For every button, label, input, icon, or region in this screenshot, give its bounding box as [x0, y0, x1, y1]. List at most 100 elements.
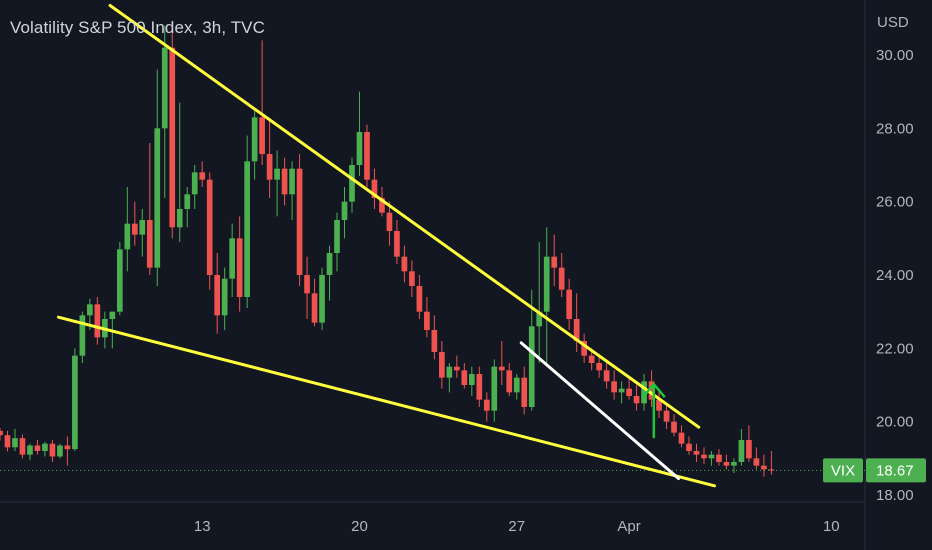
- candle: [199, 161, 206, 187]
- candle: [281, 157, 288, 206]
- candle-body: [296, 168, 303, 275]
- candle: [326, 245, 333, 301]
- candle: [573, 293, 580, 352]
- candle: [304, 256, 310, 319]
- candle: [19, 434, 26, 459]
- time-tick-label: 27: [508, 518, 525, 535]
- candle-body: [693, 451, 700, 455]
- candle-body: [543, 256, 550, 312]
- candle-body: [27, 445, 33, 455]
- price-axis-unit: USD: [877, 14, 909, 31]
- candle-body: [536, 311, 543, 327]
- candle: [386, 201, 393, 246]
- candle-body: [116, 249, 123, 312]
- candle: [349, 157, 355, 213]
- candle-body: [154, 128, 161, 268]
- candle: [453, 355, 460, 378]
- candle: [176, 102, 183, 242]
- candle-body: [236, 238, 243, 297]
- time-tick-label: 13: [194, 518, 211, 535]
- candle: [498, 341, 505, 385]
- candle-body: [716, 454, 722, 462]
- candle: [558, 253, 565, 297]
- candle: [416, 275, 423, 319]
- candle: [461, 363, 468, 389]
- candle: [483, 392, 490, 422]
- candle: [244, 135, 250, 308]
- candle: [364, 124, 370, 187]
- candle-body: [244, 161, 250, 297]
- candle: [116, 242, 123, 316]
- candle-body: [483, 399, 490, 411]
- candle: [603, 359, 610, 389]
- candle-body: [334, 220, 340, 253]
- candle-body: [431, 330, 438, 352]
- candle: [678, 425, 685, 448]
- candle: [289, 161, 295, 220]
- candle-body: [371, 179, 378, 198]
- candle: [319, 267, 325, 330]
- time-tick-label: Apr: [617, 518, 640, 535]
- candle-body: [131, 223, 138, 235]
- candle-body: [678, 432, 685, 444]
- candle-body: [513, 377, 520, 393]
- candle: [506, 363, 513, 396]
- candle: [42, 441, 48, 457]
- candle-body: [42, 443, 48, 451]
- candle-body: [528, 326, 535, 407]
- candle: [266, 121, 273, 198]
- candle: [401, 245, 408, 283]
- candle: [334, 212, 340, 272]
- time-axis[interactable]: 13 20 27 Apr 10: [194, 518, 840, 535]
- candle: [72, 348, 78, 451]
- candle: [761, 454, 767, 477]
- candle-body: [319, 275, 325, 323]
- candle: [34, 440, 41, 455]
- candle-body: [251, 117, 258, 162]
- chart-title: Volatility S&P 500 Index, 3h, TVC: [10, 18, 265, 37]
- candle-body: [671, 421, 677, 433]
- candle-body: [439, 352, 445, 378]
- yellow-trendline[interactable]: [56, 315, 716, 488]
- candle-body: [146, 220, 153, 268]
- candle: [206, 172, 213, 290]
- candle: [738, 429, 745, 466]
- candle-body: [349, 165, 355, 202]
- candle-body: [87, 304, 93, 316]
- candle-body: [57, 445, 63, 457]
- candle: [161, 25, 168, 198]
- candle: [341, 187, 348, 239]
- yellow-trendline[interactable]: [108, 4, 701, 429]
- candle-body: [191, 172, 198, 195]
- candle-body: [416, 286, 423, 312]
- candle: [4, 430, 11, 452]
- candle-body: [731, 462, 737, 466]
- up-arrow-icon[interactable]: [641, 382, 666, 439]
- candle: [296, 154, 303, 286]
- candle-body: [701, 454, 707, 459]
- candle-body: [394, 231, 400, 257]
- candle-body: [379, 198, 385, 213]
- candle: [12, 429, 18, 451]
- white-trendline[interactable]: [519, 341, 681, 480]
- candle-body: [648, 381, 655, 400]
- candle: [139, 209, 146, 257]
- trendlines-layer[interactable]: [56, 4, 716, 488]
- price-axis[interactable]: 18.00 20.00 22.00 24.00 26.00 28.00 30.00: [876, 47, 914, 504]
- candle: [169, 22, 176, 239]
- candle-body: [753, 458, 760, 466]
- candle-body: [221, 278, 228, 316]
- candle: [27, 443, 33, 461]
- candle-body: [498, 366, 505, 371]
- price-tick-label: 20.00: [876, 414, 914, 431]
- candle: [221, 267, 228, 330]
- candle: [693, 443, 700, 462]
- candle: [551, 234, 558, 286]
- price-badge: 18.67: [866, 458, 926, 483]
- time-tick-label: 10: [823, 518, 840, 535]
- candle-body: [468, 374, 475, 385]
- candle: [124, 187, 131, 272]
- candle-body: [641, 381, 647, 404]
- candle-body: [326, 253, 333, 275]
